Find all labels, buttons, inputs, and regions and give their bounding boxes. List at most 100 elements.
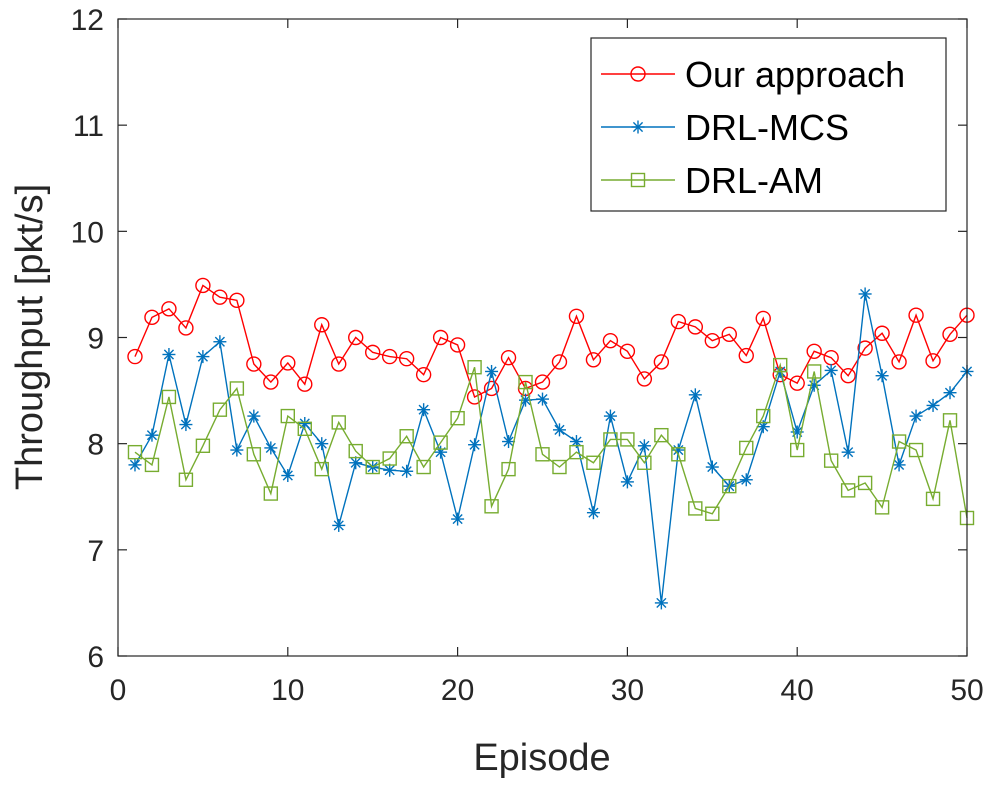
data-point-our-approach: [738, 347, 754, 364]
data-point-our-approach: [415, 366, 432, 383]
data-point-our-approach: [297, 376, 313, 392]
legend-entry-drl-am: DRL-AM: [601, 160, 823, 201]
data-point-our-approach: [636, 371, 653, 387]
legend: Our approach DRL-MCS DRL-AM: [590, 37, 947, 212]
data-point-drl-am: [637, 455, 652, 470]
data-point-our-approach: [602, 332, 619, 349]
data-point-drl-am: [942, 413, 958, 428]
x-tick-label: 40: [781, 674, 814, 707]
data-point-drl-mcs: [417, 403, 431, 417]
data-point-our-approach: [365, 344, 381, 361]
data-point-our-approach: [466, 389, 483, 405]
data-point-our-approach: [398, 351, 415, 367]
data-point-our-approach: [229, 292, 245, 309]
data-point-drl-mcs: [315, 437, 329, 451]
data-point-our-approach: [942, 326, 958, 343]
data-point-our-approach: [246, 356, 262, 372]
data-point-our-approach: [348, 329, 364, 346]
data-point-drl-am: [535, 447, 550, 462]
data-point-drl-am: [314, 461, 329, 477]
data-point-drl-mcs: [434, 445, 448, 459]
data-point-drl-mcs: [298, 416, 312, 430]
data-point-drl-am: [484, 499, 499, 514]
data-point-our-approach: [331, 356, 347, 372]
data-point-drl-am: [569, 444, 584, 460]
series-line-drl-am: [134, 362, 968, 519]
data-point-drl-am: [773, 357, 788, 373]
data-point-our-approach: [314, 317, 330, 333]
data-point-drl-am: [348, 443, 363, 459]
data-point-drl-am: [212, 402, 228, 417]
data-point-our-approach: [857, 340, 873, 356]
data-point-drl-mcs: [230, 443, 244, 457]
data-point-drl-am: [705, 506, 720, 521]
series-drl-am: [127, 357, 975, 526]
data-point-drl-am: [297, 421, 312, 437]
y-tick-label: 7: [87, 535, 104, 568]
data-point-drl-am: [823, 453, 839, 468]
data-point-drl-am: [229, 381, 245, 396]
legend-entry-our-approach: Our approach: [601, 54, 905, 95]
data-point-drl-mcs: [468, 438, 482, 452]
data-point-drl-am: [195, 438, 211, 453]
data-point-our-approach: [891, 354, 907, 370]
data-point-our-approach: [483, 380, 500, 397]
y-axis-title: Throughput [pkt/s]: [9, 184, 51, 490]
data-point-drl-mcs: [654, 596, 668, 610]
data-point-our-approach: [874, 325, 890, 341]
data-point-drl-am: [857, 475, 873, 491]
data-point-drl-mcs: [281, 469, 295, 483]
data-point-our-approach: [144, 309, 160, 326]
data-point-drl-am: [586, 455, 601, 470]
data-point-our-approach: [212, 289, 228, 305]
y-tick-label: 8: [87, 429, 104, 462]
series-drl-mcs: [128, 287, 974, 610]
data-point-drl-mcs: [875, 369, 889, 383]
data-point-drl-mcs: [332, 518, 346, 532]
data-point-drl-mcs: [162, 347, 176, 361]
data-point-drl-am: [518, 374, 533, 390]
data-point-our-approach: [449, 337, 466, 353]
data-point-drl-mcs: [451, 512, 465, 526]
data-point-drl-am: [620, 432, 635, 447]
data-point-our-approach: [840, 368, 856, 384]
data-point-drl-mcs: [383, 463, 397, 477]
x-tick-label: 30: [611, 674, 644, 707]
data-point-drl-am: [416, 459, 431, 475]
legend-entry-drl-mcs: DRL-MCS: [601, 107, 849, 148]
data-point-drl-am: [127, 444, 143, 460]
data-point-drl-am: [739, 440, 754, 456]
data-point-drl-mcs: [536, 392, 549, 406]
data-point-drl-am: [806, 364, 822, 379]
data-point-our-approach: [908, 307, 924, 323]
legend-label: DRL-MCS: [685, 107, 849, 148]
data-point-drl-mcs: [739, 473, 753, 487]
data-point-drl-mcs: [502, 435, 516, 449]
data-point-drl-am: [263, 486, 279, 501]
data-point-drl-mcs: [603, 409, 617, 423]
x-tick-label: 50: [950, 674, 983, 707]
data-point-drl-am: [161, 389, 177, 405]
data-point-drl-am: [790, 442, 805, 458]
data-point-our-approach: [806, 343, 822, 360]
data-point-drl-am: [688, 501, 703, 516]
data-point-drl-am: [365, 459, 380, 475]
x-tick-label: 0: [110, 674, 127, 707]
data-point-drl-am: [756, 408, 771, 424]
data-point-our-approach: [432, 329, 449, 346]
data-point-drl-mcs: [485, 364, 499, 378]
legend-label: DRL-AM: [685, 160, 823, 201]
data-point-drl-am: [840, 483, 856, 498]
data-point-drl-am: [671, 447, 686, 462]
data-point-drl-mcs: [705, 460, 719, 474]
data-point-our-approach: [127, 348, 143, 365]
data-point-drl-am: [382, 451, 397, 466]
data-point-drl-am: [925, 491, 941, 507]
data-point-our-approach: [687, 319, 704, 335]
data-point-drl-mcs: [824, 363, 838, 377]
data-point-drl-mcs: [264, 441, 278, 455]
x-axis-title: Episode: [473, 737, 610, 779]
data-point-drl-am: [654, 427, 669, 443]
data-point-our-approach: [653, 354, 670, 370]
data-point-drl-mcs: [892, 458, 906, 472]
